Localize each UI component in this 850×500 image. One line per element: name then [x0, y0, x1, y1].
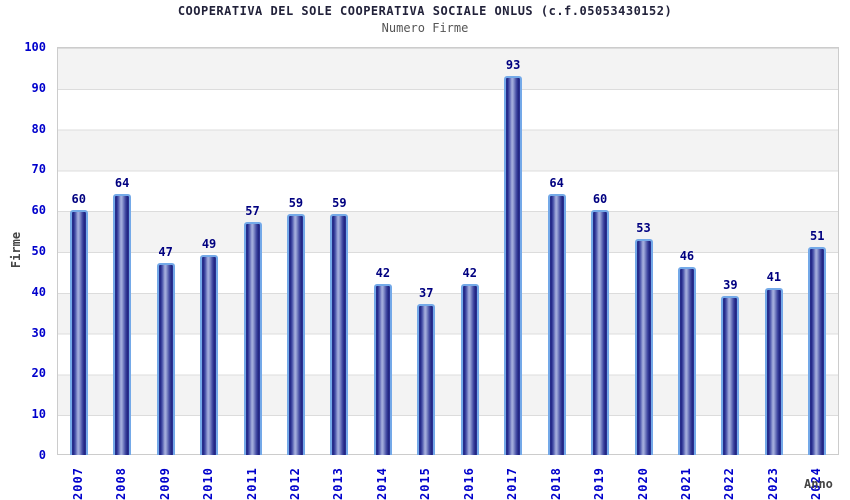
bar-2022 [721, 295, 740, 455]
y-tick-label: 30 [31, 325, 46, 340]
chart-subtitle: Numero Firme [381, 21, 469, 35]
x-tick-label: 2017 [505, 467, 520, 500]
bar-2018 [547, 193, 566, 455]
bar-2020 [634, 238, 653, 455]
x-axis-label: Anno [804, 477, 833, 491]
y-tick-label: 0 [38, 448, 46, 462]
y-tick-label: 20 [31, 366, 46, 381]
bar-2023 [764, 287, 783, 455]
bar-2024 [808, 246, 827, 455]
bar-value-label: 59 [288, 196, 304, 211]
y-tick-label: 90 [31, 80, 46, 95]
chart-title: COOPERATIVA DEL SOLE COOPERATIVA SOCIALE… [177, 4, 673, 18]
x-tick-label: 2022 [722, 467, 737, 500]
x-tick-label: 2013 [331, 467, 346, 500]
x-tick-label: 2012 [287, 467, 302, 500]
bar-value-label: 49 [201, 237, 217, 252]
bar-value-label: 59 [332, 196, 347, 211]
x-tick-label: 2007 [70, 467, 85, 500]
y-tick-label: 70 [31, 162, 46, 177]
bar-2009 [156, 263, 175, 455]
x-tick-label: 2011 [244, 467, 259, 500]
x-tick-label: 2010 [201, 467, 216, 500]
bar-value-label: 37 [419, 286, 434, 301]
x-tick-label: 2008 [114, 467, 129, 500]
x-tick-label: 2015 [418, 467, 433, 500]
bar-2011 [243, 222, 262, 455]
bar-2012 [286, 214, 305, 455]
bar-value-label: 93 [505, 57, 521, 72]
bar-value-label: 39 [723, 277, 738, 292]
bar-2017 [504, 75, 523, 455]
x-tick-label: 2019 [592, 467, 607, 500]
bar-value-label: 60 [592, 192, 608, 207]
bar-2016 [460, 283, 479, 455]
y-tick-label: 100 [24, 40, 46, 54]
y-tick-label: 10 [31, 407, 46, 422]
x-tick-label: 2020 [635, 467, 650, 500]
plot-area [57, 47, 839, 455]
bar-2010 [200, 255, 219, 455]
bar-value-label: 64 [114, 175, 130, 190]
bar-value-label: 42 [462, 265, 477, 280]
bar-value-label: 60 [71, 192, 86, 207]
bar-value-label: 47 [158, 245, 173, 260]
bar-value-label: 53 [636, 220, 651, 235]
bar-2021 [677, 267, 696, 455]
bar-value-label: 51 [810, 228, 825, 243]
x-tick-label: 2016 [461, 467, 476, 500]
y-tick-label: 60 [31, 203, 46, 218]
bar-value-label: 64 [549, 175, 564, 190]
bar-2015 [417, 304, 436, 455]
bar-2019 [591, 210, 610, 455]
y-tick-label: 50 [31, 244, 46, 258]
bar-2014 [373, 283, 392, 455]
bar-value-label: 46 [679, 249, 695, 264]
x-tick-label: 2021 [678, 467, 693, 500]
x-tick-label: 2018 [548, 467, 563, 500]
x-tick-label: 2009 [157, 467, 172, 500]
bar-value-label: 57 [245, 204, 260, 219]
y-tick-label: 40 [31, 284, 46, 299]
x-tick-label: 2023 [765, 467, 780, 500]
x-tick-label: 2014 [374, 467, 389, 500]
bar-value-label: 42 [375, 265, 391, 280]
bar-2013 [330, 214, 349, 455]
y-tick-label: 80 [31, 121, 46, 136]
bar-2008 [113, 193, 132, 455]
bar-value-label: 41 [766, 269, 782, 284]
bar-2007 [69, 210, 88, 455]
